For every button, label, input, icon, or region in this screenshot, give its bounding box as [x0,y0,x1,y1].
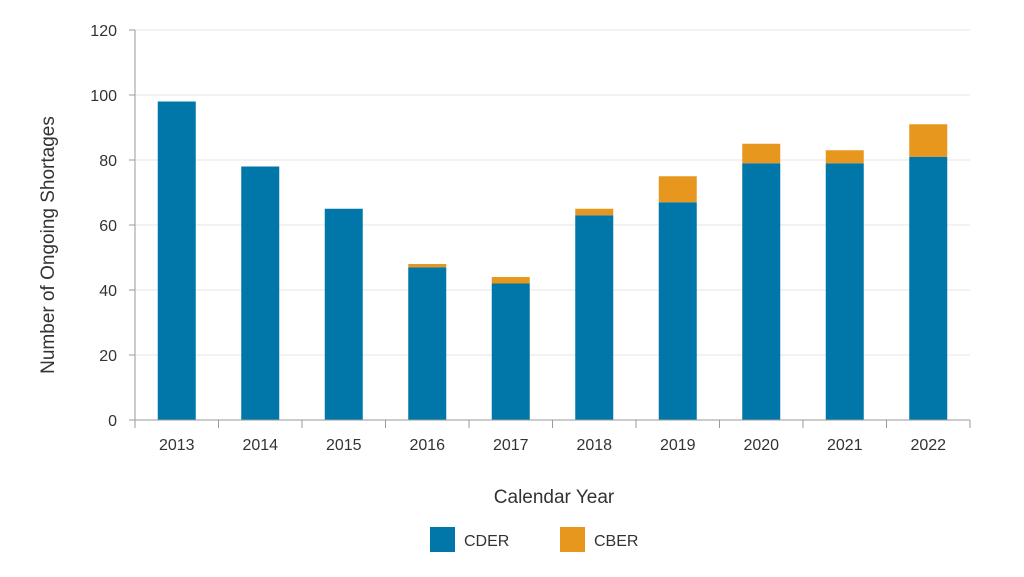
x-tick-label: 2015 [326,437,362,454]
x-tick-label: 2019 [660,437,696,454]
bar-cber-2018 [575,208,614,216]
x-tick-label: 2013 [159,437,195,454]
bar-cber-2016 [408,264,447,268]
y-tick-label: 40 [99,283,117,300]
bar-cber-2021 [825,150,864,164]
y-tick-label: 100 [90,88,117,105]
bar-cder-2013 [157,101,196,420]
y-tick-label: 60 [99,218,117,235]
legend-label-cber: CBER [594,533,638,550]
bar-cder-2015 [324,208,363,420]
x-tick-label: 2018 [576,437,612,454]
legend-swatch-cder [430,527,455,552]
y-tick-labels: 0 20 40 60 80 100 120 [90,23,117,430]
bar-cder-2022 [909,156,948,420]
x-tick-label: 2020 [743,437,779,454]
x-axis-title: Calendar Year [494,487,615,508]
legend-swatch-cber [560,527,585,552]
bar-cder-2018 [575,215,614,420]
bar-cber-2020 [742,143,781,164]
bar-cber-2022 [909,124,948,157]
x-tick-label: 2014 [242,437,278,454]
y-tick-label: 80 [99,153,117,170]
bar-cder-2017 [491,283,530,420]
bar-cber-2017 [491,277,530,284]
bar-cder-2016 [408,267,447,420]
y-tick-label: 20 [99,348,117,365]
x-tick-labels: 2013 2014 2015 2016 2017 2018 2019 2020 2021 2022 [159,437,946,454]
y-axis-title: Number of Ongoing Shortages [38,116,59,374]
legend: CDER CBER [430,527,638,552]
y-tick-label: 0 [108,413,117,430]
x-tick-label: 2016 [409,437,445,454]
bar-cber-2019 [658,176,697,203]
y-tick-label: 120 [90,23,117,40]
legend-label-cder: CDER [464,533,509,550]
bar-cder-2021 [825,163,864,420]
bars [157,101,948,420]
x-tick-label: 2017 [493,437,529,454]
axes [129,29,971,428]
bar-cder-2020 [742,163,781,420]
x-tick-label: 2022 [910,437,946,454]
bar-cder-2014 [241,166,280,420]
bar-cder-2019 [658,202,697,420]
x-tick-label: 2021 [827,437,863,454]
